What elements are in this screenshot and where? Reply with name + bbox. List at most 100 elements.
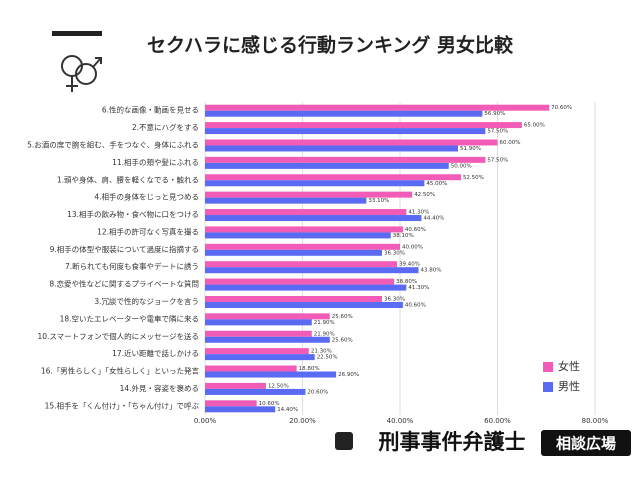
x-tick-label: 40.00% — [387, 417, 414, 425]
brand: 刑事事件弁護士 相談広場 — [335, 430, 631, 456]
bar — [205, 110, 483, 117]
value-label: 14.40% — [277, 407, 298, 413]
value-label: 10.60% — [259, 401, 280, 407]
value-label: 22.50% — [317, 355, 338, 361]
bar — [205, 371, 337, 378]
bar — [205, 336, 330, 343]
bar — [205, 197, 367, 204]
icon — [52, 31, 102, 92]
value-label: 50.00% — [451, 163, 472, 169]
brand-name: 刑事事件弁護士 — [379, 430, 526, 454]
bar — [205, 243, 400, 250]
bar — [205, 295, 382, 302]
value-label: 60.00% — [500, 140, 521, 146]
y-tick-label: 1.頭や身体、肩、腰を軽くなでる・触れる — [57, 174, 199, 184]
value-label: 25.60% — [332, 314, 353, 320]
bar — [205, 180, 425, 187]
bar — [205, 267, 419, 274]
value-label: 38.10% — [393, 233, 414, 239]
y-tick-label: 18.空いたエレベーターや電車で隣に来る — [60, 313, 199, 323]
bar — [205, 406, 276, 413]
y-tick-label: 2.不意にハグをする — [132, 122, 199, 132]
bar — [205, 382, 266, 389]
legend-swatch — [543, 382, 553, 392]
bar — [205, 104, 550, 111]
bar — [205, 232, 391, 239]
x-tick-label: 60.00% — [484, 417, 511, 425]
value-label: 40.00% — [402, 244, 423, 250]
bar — [205, 174, 461, 181]
y-tick-label: 7.断られても何度も食事やデートに誘う — [65, 261, 199, 271]
value-label: 21.90% — [314, 331, 335, 337]
bar — [205, 319, 312, 326]
value-label: 26.90% — [338, 372, 359, 378]
value-label: 41.30% — [408, 285, 429, 291]
value-label: 42.50% — [414, 192, 435, 198]
bar — [205, 261, 398, 268]
y-tick-label: 12.相手の許可なく写真を撮る — [97, 226, 199, 236]
value-label: 40.60% — [405, 302, 426, 308]
value-label: 36.30% — [384, 296, 405, 302]
value-label: 57.50% — [487, 129, 508, 135]
legend-swatch — [543, 362, 553, 372]
y-tick-label: 3.冗談で性的なジョークを言う — [94, 296, 199, 306]
value-label: 51.90% — [460, 146, 481, 152]
value-label: 45.00% — [426, 181, 447, 187]
value-label: 39.40% — [399, 262, 420, 268]
bar — [205, 278, 395, 285]
bar — [205, 209, 407, 216]
value-label: 52.50% — [463, 175, 484, 181]
value-label: 33.10% — [368, 198, 389, 204]
y-tick-label: 15.相手を「くん付け」・「ちゃん付け」で呼ぶ — [45, 400, 200, 410]
bar — [205, 313, 330, 320]
x-tick-label: 80.00% — [582, 417, 609, 425]
value-label: 20.60% — [307, 389, 328, 395]
y-tick-label: 6.性的な画像・動画を見せる — [102, 105, 199, 115]
bar — [205, 348, 309, 355]
bar — [205, 249, 382, 256]
value-label: 40.60% — [405, 227, 426, 233]
value-label: 43.80% — [421, 268, 442, 274]
bar — [205, 156, 486, 163]
value-label: 36.30% — [384, 250, 405, 256]
legend-label: 女性 — [558, 359, 580, 373]
bar — [205, 284, 407, 291]
brand-tag: 相談広場 — [556, 435, 616, 453]
bar — [205, 330, 312, 337]
bar — [205, 215, 422, 222]
bar — [205, 301, 403, 308]
value-label: 25.60% — [332, 337, 353, 343]
x-tick-label: 20.00% — [289, 417, 316, 425]
value-label: 12.50% — [268, 383, 289, 389]
bar — [205, 226, 403, 233]
value-label: 41.30% — [408, 210, 429, 216]
bar — [205, 354, 315, 361]
value-label: 65.00% — [524, 123, 545, 129]
y-tick-label: 9.相手の体型や服装について過度に指摘する — [50, 244, 199, 254]
value-label: 57.50% — [487, 157, 508, 163]
value-label: 21.30% — [311, 349, 332, 355]
y-tick-label: 8.恋愛や性などに関するプライベートな質問 — [49, 279, 199, 289]
y-tick-label: 4.相手の身体をじっと見つめる — [94, 192, 199, 202]
legend-label: 男性 — [558, 379, 580, 393]
bar — [205, 128, 486, 135]
value-label: 70.60% — [551, 105, 572, 111]
chart-title: セクハラに感じる行動ランキング 男女比較 — [147, 34, 514, 57]
x-tick-label: 0.00% — [194, 417, 217, 425]
bar — [205, 122, 522, 129]
y-tick-label: 5.お酒の席で腕を組む、手をつなぐ、身体にふれる — [27, 139, 199, 149]
value-label: 56.90% — [484, 111, 505, 117]
value-label: 21.90% — [314, 320, 335, 326]
bar — [205, 400, 257, 407]
y-tick-label: 13.相手の飲み物・食べ物に口をつける — [67, 209, 199, 219]
y-tick-label: 14.外見・容姿を褒める — [120, 383, 199, 393]
y-tick-label: 11.相手の頬や髪にふれる — [112, 157, 199, 167]
y-tick-label: 16.「男性らしく」「女性らしく」といった発言 — [41, 366, 200, 376]
y-tick-label: 10.スマートフォンで個人的にメッセージを送る — [37, 331, 199, 341]
value-label: 44.40% — [423, 216, 444, 222]
value-label: 38.80% — [396, 279, 417, 285]
bar — [205, 145, 459, 152]
bar — [205, 139, 498, 146]
bar — [205, 365, 297, 372]
